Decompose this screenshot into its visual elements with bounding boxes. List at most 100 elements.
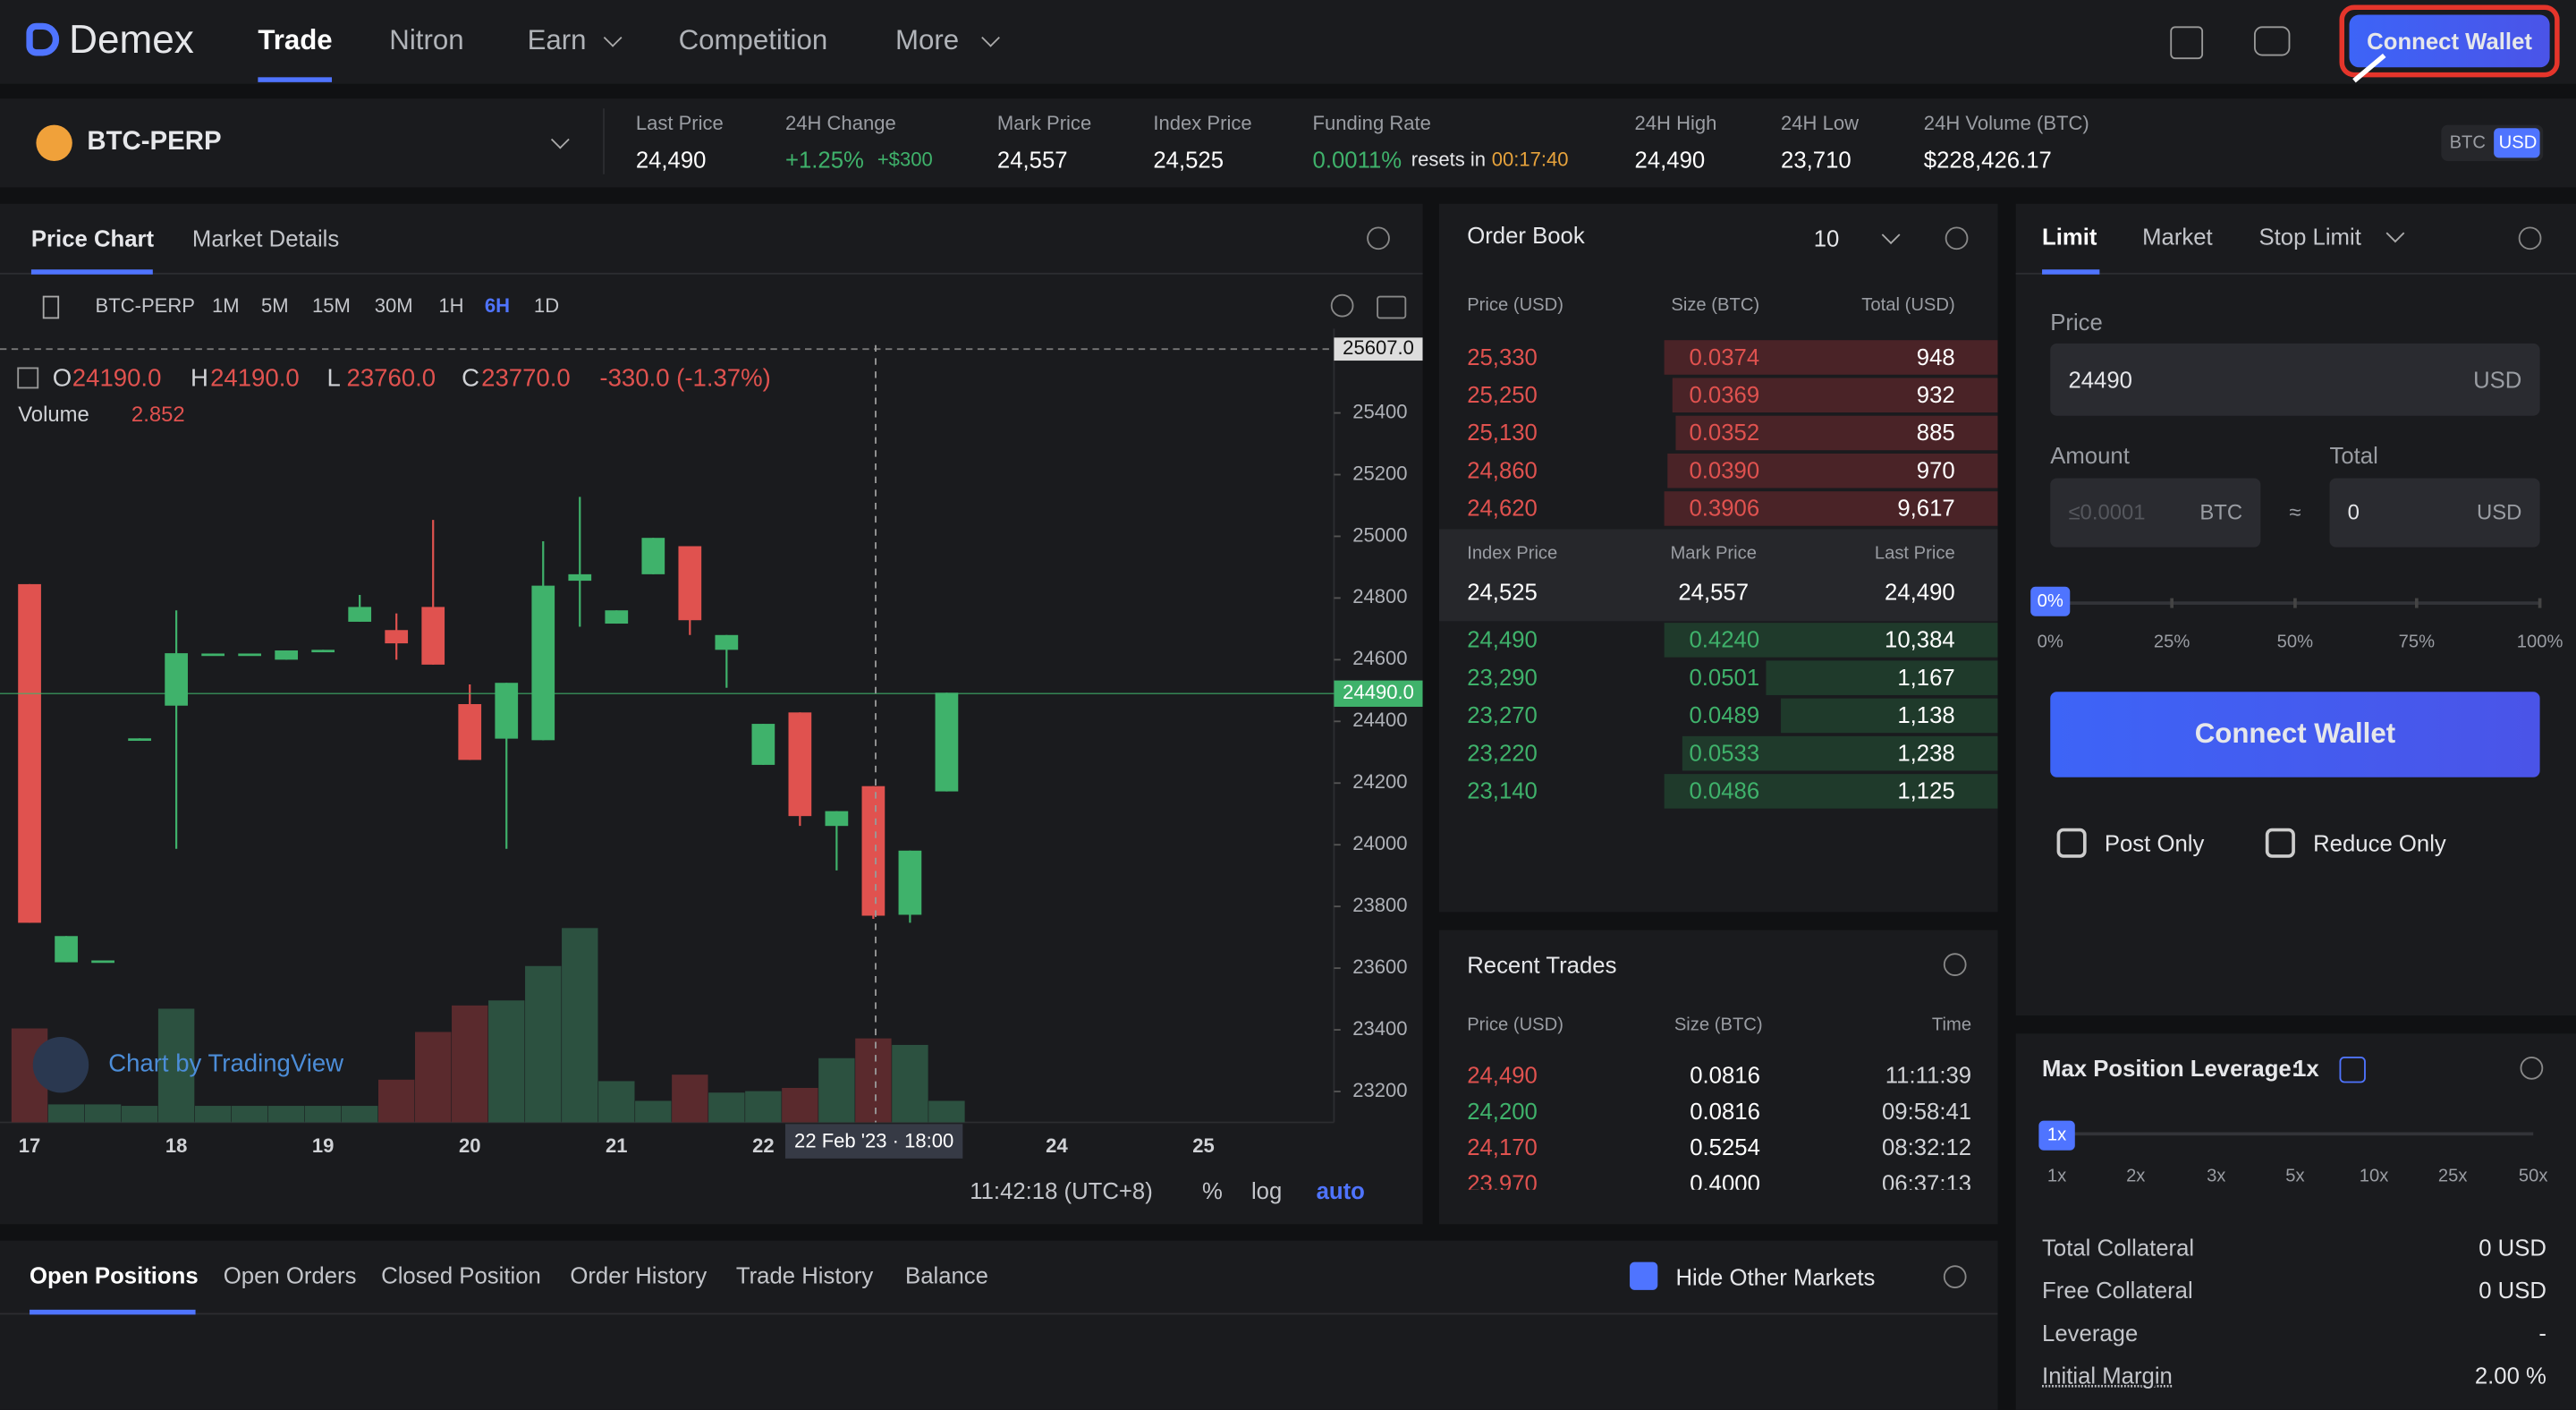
summary-value: 24,557 xyxy=(1678,578,1750,605)
scale-button[interactable]: log xyxy=(1251,1179,1282,1204)
size-cell: 0.0369 xyxy=(1689,381,1760,408)
settings-icon[interactable] xyxy=(1945,226,1969,251)
volume-bar xyxy=(855,1038,892,1123)
volume-bar xyxy=(525,965,562,1123)
toggle-option[interactable]: BTC xyxy=(2449,132,2486,153)
volume-bar xyxy=(231,1106,268,1123)
candle-body xyxy=(641,538,665,574)
camera-icon[interactable] xyxy=(1377,295,1407,319)
candle-body xyxy=(605,610,629,624)
tab[interactable]: Market xyxy=(2142,223,2213,251)
nav-item[interactable]: More xyxy=(895,24,960,56)
logo-text: Demex xyxy=(69,18,194,63)
interval-button[interactable]: 1H xyxy=(438,293,464,318)
legend-change: -330.0 (-1.37%) xyxy=(599,364,770,392)
tab[interactable]: Market Details xyxy=(191,225,340,252)
size-cell: 0.0533 xyxy=(1689,739,1760,766)
slider-label: 100% xyxy=(2516,633,2563,653)
y-tick-label: 23400 xyxy=(1352,1017,1407,1040)
tab[interactable]: Balance xyxy=(905,1261,988,1288)
nav-item[interactable]: Competition xyxy=(678,24,828,56)
interval-button[interactable]: 1D xyxy=(533,293,560,318)
total-cell: 1,238 xyxy=(1897,739,1955,766)
tab[interactable]: Order History xyxy=(570,1261,708,1288)
summary-label: Mark Price xyxy=(1670,543,1757,564)
legend-value: 23770.0 xyxy=(481,364,571,392)
settings-icon[interactable] xyxy=(2518,226,2542,251)
nav-item[interactable]: Earn xyxy=(527,24,587,56)
total-cell: 10,384 xyxy=(1885,625,1955,653)
nav-item[interactable]: Trade xyxy=(258,24,333,56)
checkbox[interactable] xyxy=(2056,828,2087,858)
legend-key: L xyxy=(327,364,341,392)
settings-icon[interactable] xyxy=(1330,293,1354,318)
candle-body xyxy=(311,650,335,653)
size-cell: 0.0489 xyxy=(1689,701,1760,728)
trade-size: 0.4000 xyxy=(1690,1169,1760,1190)
info-value: 2.00 % xyxy=(2474,1362,2546,1389)
settings-icon[interactable] xyxy=(2520,1057,2544,1080)
panel-title: Max Position Leverage: xyxy=(2042,1055,2300,1082)
y-tick-label: 25000 xyxy=(1352,523,1407,546)
chat-icon[interactable] xyxy=(2253,26,2291,56)
amount-input[interactable] xyxy=(2050,478,2261,548)
slider-value: 0% xyxy=(2037,591,2063,612)
slider-label: 1x xyxy=(2046,1167,2067,1187)
candle-body xyxy=(678,546,702,621)
candle-body xyxy=(165,653,188,706)
interval-button[interactable]: 6H xyxy=(484,293,511,318)
tab[interactable]: Open Orders xyxy=(223,1261,357,1288)
watermark: Chart by TradingView xyxy=(108,1049,343,1076)
settings-icon[interactable] xyxy=(1367,226,1390,251)
toggle-option[interactable]: USD xyxy=(2498,132,2538,153)
price-cell: 23,140 xyxy=(1467,777,1538,804)
highlight-box xyxy=(2339,4,2560,78)
trade-size: 0.0816 xyxy=(1690,1097,1760,1125)
settings-icon[interactable] xyxy=(1943,953,1967,977)
trade-price: 24,200 xyxy=(1467,1097,1538,1125)
trade-price: 23,970 xyxy=(1467,1169,1538,1190)
info-value: 0 USD xyxy=(2479,1234,2546,1261)
field-label: Amount xyxy=(2050,442,2130,469)
info-value: - xyxy=(2538,1319,2546,1346)
tab[interactable]: Trade History xyxy=(735,1261,874,1288)
edit-icon[interactable] xyxy=(2339,1057,2366,1083)
tab[interactable]: Limit xyxy=(2042,223,2097,251)
checkbox[interactable] xyxy=(2265,828,2295,858)
range-high-label: 25607.0 xyxy=(1343,336,1414,359)
candle-body xyxy=(788,712,812,817)
logo-icon xyxy=(26,22,60,56)
tab[interactable]: Stop Limit xyxy=(2258,223,2361,251)
interval-button[interactable]: 15M xyxy=(311,293,351,318)
layout-icon[interactable] xyxy=(2170,26,2204,60)
y-tick-label: 23800 xyxy=(1352,894,1407,916)
depth-bar xyxy=(1664,623,1998,658)
volume-bar xyxy=(892,1044,928,1123)
slider-value: 1x xyxy=(2046,1125,2067,1146)
slider-tick xyxy=(2170,598,2174,608)
depth-select[interactable]: 10 xyxy=(1813,225,1840,252)
interval-button[interactable]: 5M xyxy=(261,293,289,318)
column-header: Time xyxy=(1931,1015,1972,1036)
checkbox-checked[interactable] xyxy=(1630,1261,1658,1290)
column-header: Size (BTC) xyxy=(1674,1015,1763,1036)
submit-button[interactable]: Connect Wallet xyxy=(2050,692,2540,777)
interval-button[interactable]: 1M xyxy=(211,293,240,318)
volume-bar xyxy=(745,1091,782,1123)
settings-icon[interactable] xyxy=(1943,1265,1967,1288)
tab[interactable]: Price Chart xyxy=(30,225,155,252)
nav-item[interactable]: Nitron xyxy=(389,24,464,56)
stat-extra: resets in xyxy=(1411,148,1487,172)
scale-button[interactable]: % xyxy=(1202,1179,1223,1204)
column-header: Price (USD) xyxy=(1467,1015,1563,1036)
interval-button[interactable]: 30M xyxy=(374,293,413,318)
price-input[interactable] xyxy=(2050,343,2540,416)
tab[interactable]: Closed Position xyxy=(381,1261,541,1288)
checkbox-label: Post Only xyxy=(2104,829,2205,856)
button-label: Connect Wallet xyxy=(2367,28,2532,55)
scale-button[interactable]: auto xyxy=(1317,1179,1365,1204)
volume-bar xyxy=(121,1106,158,1123)
total-input[interactable] xyxy=(2329,478,2540,548)
tab[interactable]: Open Positions xyxy=(30,1261,199,1288)
size-cell: 0.0374 xyxy=(1689,343,1760,370)
